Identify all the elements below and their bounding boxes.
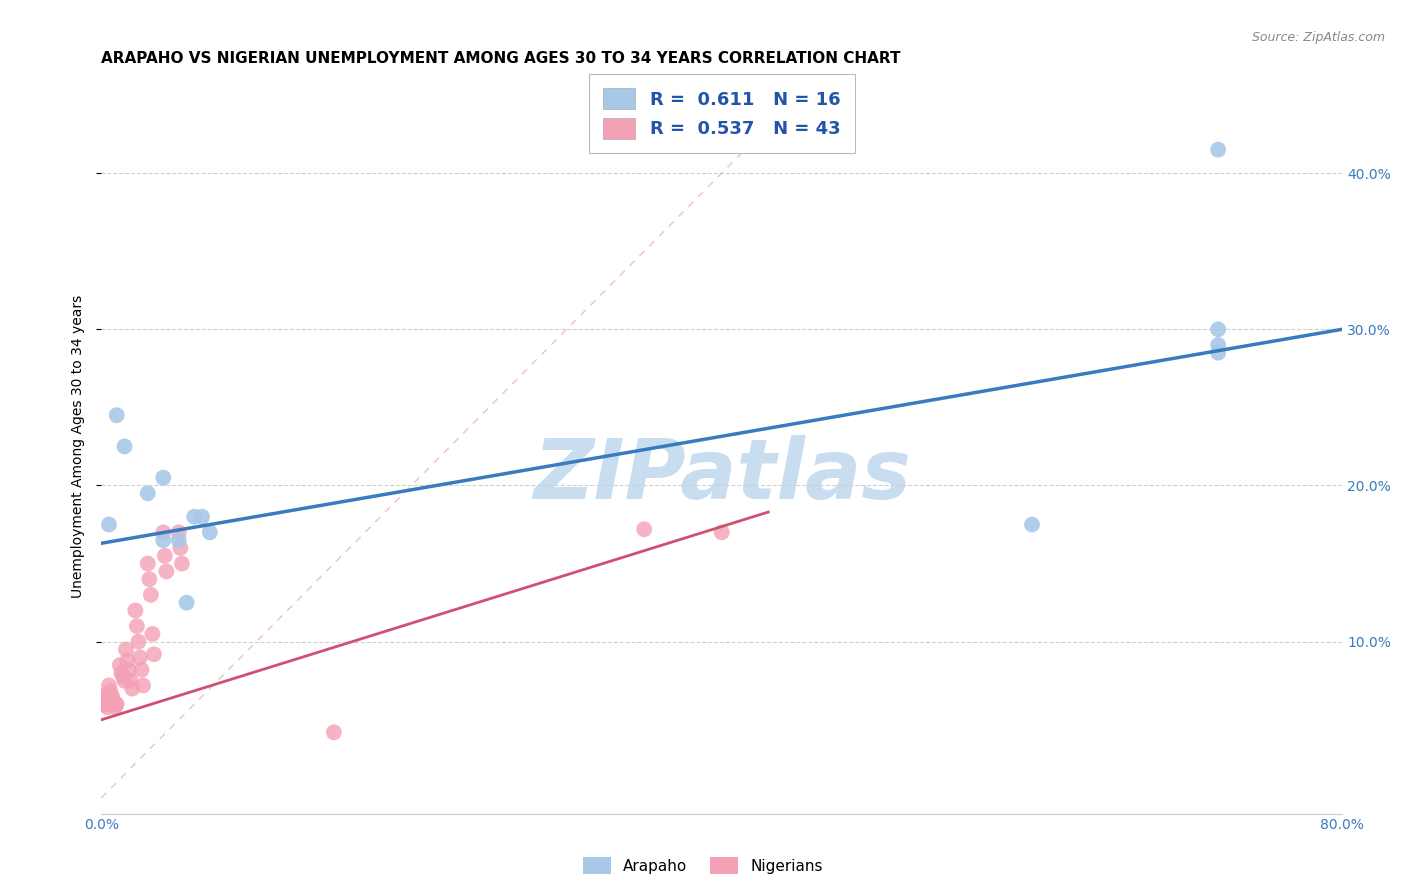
Point <box>155 565 177 579</box>
Point <box>118 663 141 677</box>
Point <box>121 681 143 696</box>
Point <box>1206 338 1229 352</box>
Point <box>110 665 132 680</box>
Point <box>1021 517 1043 532</box>
Point <box>125 619 148 633</box>
Text: ZIPatlas: ZIPatlas <box>533 435 911 516</box>
Point <box>152 525 174 540</box>
Point <box>96 700 118 714</box>
Text: Source: ZipAtlas.com: Source: ZipAtlas.com <box>1251 31 1385 45</box>
Point <box>114 673 136 688</box>
Point <box>115 642 138 657</box>
Point <box>169 541 191 555</box>
Point <box>710 525 733 540</box>
Point <box>94 697 117 711</box>
Legend: R =  0.611   N = 16, R =  0.537   N = 43: R = 0.611 N = 16, R = 0.537 N = 43 <box>589 74 855 153</box>
Text: ARAPAHO VS NIGERIAN UNEMPLOYMENT AMONG AGES 30 TO 34 YEARS CORRELATION CHART: ARAPAHO VS NIGERIAN UNEMPLOYMENT AMONG A… <box>101 51 901 66</box>
Point <box>191 509 214 524</box>
Point <box>136 486 159 500</box>
Point <box>141 627 163 641</box>
Point <box>104 700 127 714</box>
Point <box>91 690 114 704</box>
Point <box>94 690 117 704</box>
Point <box>105 408 128 422</box>
Point <box>1206 322 1229 336</box>
Point <box>1206 345 1229 359</box>
Point <box>633 522 655 536</box>
Point <box>152 471 174 485</box>
Point <box>108 658 131 673</box>
Point <box>120 673 142 688</box>
Point <box>198 525 221 540</box>
Point <box>176 596 198 610</box>
Point <box>98 678 121 692</box>
Point <box>98 517 121 532</box>
Legend: Arapaho, Nigerians: Arapaho, Nigerians <box>578 851 828 880</box>
Point <box>138 572 160 586</box>
Point <box>114 439 136 453</box>
Point <box>93 697 115 711</box>
Point <box>100 684 122 698</box>
Point <box>129 650 152 665</box>
Point <box>105 697 128 711</box>
Point <box>101 690 124 704</box>
Point <box>124 603 146 617</box>
Point <box>139 588 162 602</box>
Point <box>167 533 190 548</box>
Point <box>170 557 193 571</box>
Y-axis label: Unemployment Among Ages 30 to 34 years: Unemployment Among Ages 30 to 34 years <box>72 295 86 598</box>
Point <box>322 725 344 739</box>
Point <box>131 663 153 677</box>
Point <box>127 634 149 648</box>
Point <box>152 533 174 548</box>
Point <box>142 647 165 661</box>
Point <box>103 694 125 708</box>
Point <box>132 678 155 692</box>
Point <box>104 697 127 711</box>
Point <box>1206 143 1229 157</box>
Point <box>136 557 159 571</box>
Point <box>183 509 205 524</box>
Point <box>117 653 139 667</box>
Point <box>167 525 190 540</box>
Point <box>91 697 114 711</box>
Point <box>153 549 176 563</box>
Point <box>93 690 115 704</box>
Point <box>111 669 134 683</box>
